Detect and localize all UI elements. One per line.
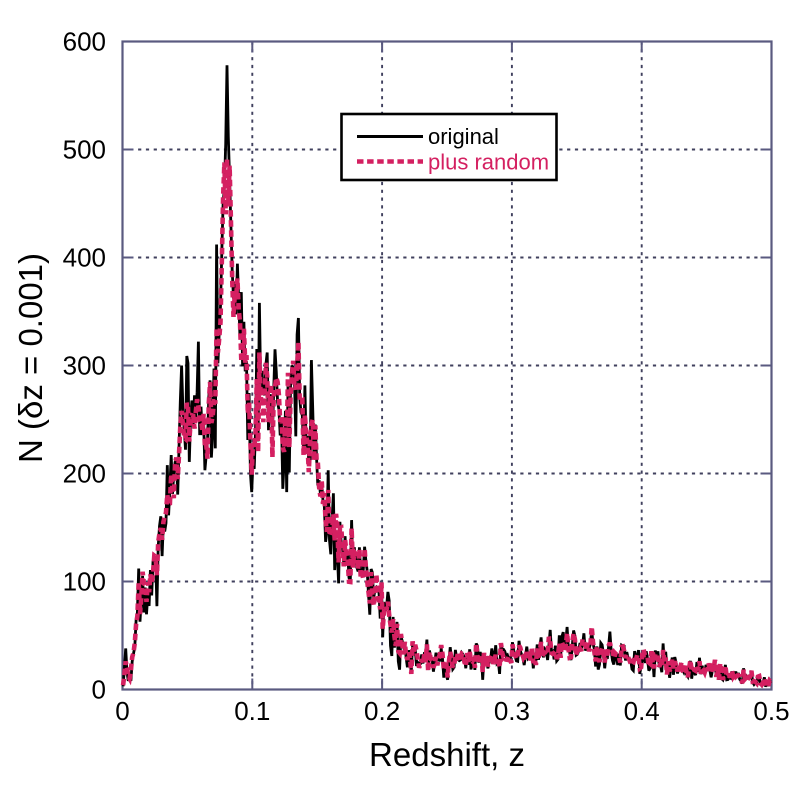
svg-text:500: 500: [63, 134, 106, 164]
svg-text:0: 0: [92, 674, 106, 704]
svg-text:0.3: 0.3: [494, 696, 530, 726]
svg-text:plus random: plus random: [428, 150, 549, 175]
svg-text:0.4: 0.4: [624, 696, 660, 726]
svg-text:0.1: 0.1: [234, 696, 270, 726]
svg-text:0.5: 0.5: [753, 696, 789, 726]
svg-text:N (δz = 0.001): N (δz = 0.001): [12, 253, 49, 463]
svg-text:200: 200: [63, 458, 106, 488]
svg-text:300: 300: [63, 350, 106, 380]
svg-text:100: 100: [63, 566, 106, 596]
svg-text:original: original: [428, 124, 499, 149]
svg-text:Redshift, z: Redshift, z: [369, 736, 525, 773]
svg-text:600: 600: [63, 26, 106, 56]
svg-text:0: 0: [115, 696, 129, 726]
svg-text:400: 400: [63, 242, 106, 272]
svg-text:0.2: 0.2: [364, 696, 400, 726]
